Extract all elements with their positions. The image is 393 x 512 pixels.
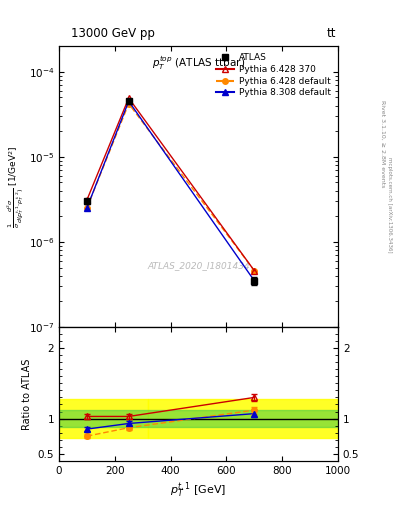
Text: tt: tt xyxy=(327,27,336,40)
X-axis label: $p_T^{t,1}$ [GeV]: $p_T^{t,1}$ [GeV] xyxy=(170,481,227,501)
Text: 13000 GeV pp: 13000 GeV pp xyxy=(71,27,154,40)
Text: $p_T^{top}$ (ATLAS ttbar): $p_T^{top}$ (ATLAS ttbar) xyxy=(152,54,245,72)
Text: mcplots.cern.ch [arXiv:1306.3436]: mcplots.cern.ch [arXiv:1306.3436] xyxy=(387,157,391,252)
Bar xyxy=(148,399,338,438)
Y-axis label: $\frac{1}{\sigma}\frac{d^2\sigma}{d(p_T^{t,1}{\cdot}p_T^{t,2})}$ [1/GeV$^2$]: $\frac{1}{\sigma}\frac{d^2\sigma}{d(p_T^… xyxy=(5,145,26,228)
Text: Rivet 3.1.10, ≥ 2.8M events: Rivet 3.1.10, ≥ 2.8M events xyxy=(381,100,386,187)
Bar xyxy=(59,399,148,438)
Legend: ATLAS, Pythia 6.428 370, Pythia 6.428 default, Pythia 8.308 default: ATLAS, Pythia 6.428 370, Pythia 6.428 de… xyxy=(213,51,334,100)
Bar xyxy=(59,410,338,427)
Y-axis label: Ratio to ATLAS: Ratio to ATLAS xyxy=(22,358,32,430)
Text: ATLAS_2020_I1801434: ATLAS_2020_I1801434 xyxy=(147,261,250,270)
